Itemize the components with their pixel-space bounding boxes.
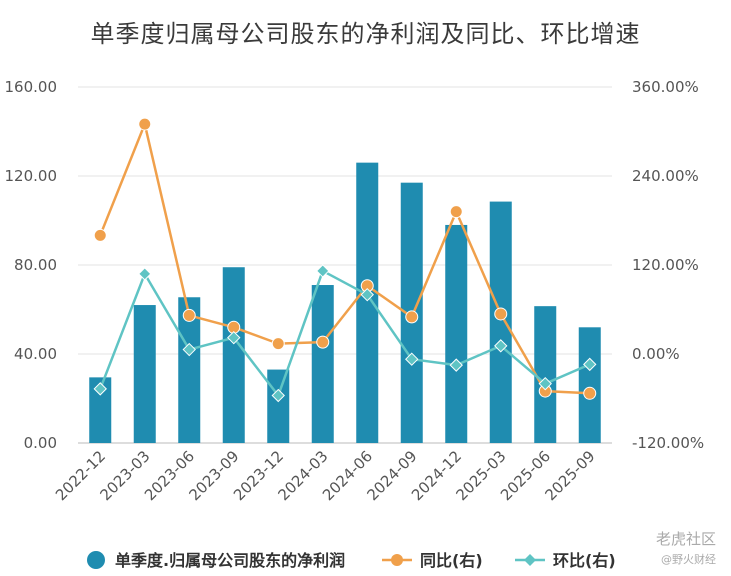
qoq-point [405,352,419,366]
bar [445,224,468,443]
bar [311,285,334,443]
bar [267,369,290,443]
qoq-point [182,342,196,357]
bar [178,297,201,443]
qoq-point [271,388,285,403]
bar [89,377,112,443]
yoy-point [93,228,107,242]
legend-bar-label: 单季度.归属母公司股东的净利润 [115,551,345,570]
qoq-point [360,287,374,302]
watermark-subtext: @野火财经 [661,552,716,566]
legend-yoy-marker [391,554,403,566]
bar [578,327,601,443]
qoq-series-line [99,269,591,397]
legend-qoq-marker [524,554,536,566]
yoy-point [494,307,508,321]
y-right-tick-label: 120.00% [632,256,699,274]
legend-bar-marker [87,551,105,569]
qoq-point [538,376,552,391]
watermark-text: 老虎社区 [656,530,716,548]
yoy-series-line [99,122,590,395]
y-left-tick-label: 40.00 [14,345,57,363]
qoq-point [138,267,152,281]
qoq-point [93,382,107,396]
y-left-tick-label: 80.00 [14,256,57,274]
yoy-point [449,205,463,219]
qoq-point [449,358,463,372]
bar [489,201,512,443]
y-left-tick-label: 160.00 [5,78,58,96]
y-right-tick-label: -120.00% [632,434,704,452]
yoy-point [405,310,419,324]
legend-yoy-label: 同比(右) [420,551,483,570]
yoy-point [316,335,330,349]
qoq-point [583,357,597,372]
y-right-tick-label: 0.00% [632,345,680,363]
yoy-point [182,308,196,322]
x-tick-label: 2025-09 [542,447,599,504]
y-left-tick-label: 120.00 [5,167,58,185]
qoq-point [494,339,508,353]
bar [534,306,557,443]
bar [133,305,156,443]
bar [356,162,379,443]
qoq-point [227,330,241,345]
chart-title: 单季度归属母公司股东的净利润及同比、环比增速 [90,20,641,48]
yoy-point [138,117,152,131]
yoy-point [583,386,597,400]
yoy-point [271,337,285,351]
qoq-point [316,264,330,278]
legend-qoq-label: 环比(右) [553,551,616,570]
y-right-tick-label: 360.00% [632,78,699,96]
bar [222,267,245,443]
y-left-tick-label: 0.00 [24,434,57,452]
y-right-tick-label: 240.00% [632,167,699,185]
